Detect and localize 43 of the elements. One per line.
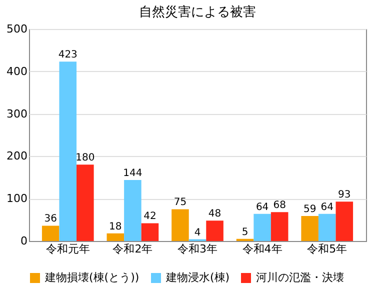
legend-label: 河川の氾濫・決壊 xyxy=(256,271,344,284)
data-label: 36 xyxy=(44,214,57,225)
bar xyxy=(124,180,142,241)
data-label: 64 xyxy=(320,202,334,213)
x-tick-label: 令和3年 xyxy=(178,242,218,256)
bar xyxy=(301,216,318,241)
data-label: 4 xyxy=(194,227,201,238)
bar xyxy=(318,214,336,241)
bar xyxy=(270,212,288,241)
data-label: 5 xyxy=(242,226,248,238)
x-tick-label: 令和5年 xyxy=(307,242,348,256)
bar xyxy=(336,202,354,241)
data-label: 144 xyxy=(123,168,142,179)
chart-title: 自然災害による被害 xyxy=(139,4,256,20)
bar xyxy=(59,62,77,241)
bar xyxy=(42,226,60,241)
data-label: 93 xyxy=(338,190,351,201)
y-tick-label: 400 xyxy=(6,64,28,78)
data-label: 48 xyxy=(208,208,222,220)
x-tick-label: 令和4年 xyxy=(242,242,282,256)
data-label: 18 xyxy=(109,221,122,232)
bar xyxy=(172,209,189,241)
y-tick-label: 500 xyxy=(6,22,28,36)
data-label: 68 xyxy=(273,200,286,212)
data-label: 42 xyxy=(144,211,156,222)
bar xyxy=(206,220,224,241)
y-tick-label: 100 xyxy=(6,192,28,206)
bar xyxy=(106,233,124,241)
legend-label: 建物損壊(棟(とう)) xyxy=(44,271,140,284)
bar xyxy=(76,164,94,241)
y-tick-label: 200 xyxy=(6,150,28,163)
bar xyxy=(141,223,159,241)
x-tick-label: 令和2年 xyxy=(112,242,153,256)
y-tick-label: 300 xyxy=(6,107,28,120)
data-label: 423 xyxy=(58,50,78,61)
legend-label: 建物浸水(棟) xyxy=(165,271,230,284)
y-tick-label: 0 xyxy=(20,234,28,248)
data-label: 64 xyxy=(256,202,269,213)
data-label: 180 xyxy=(76,152,95,164)
bar xyxy=(254,214,271,241)
x-tick-label: 令和元年 xyxy=(46,242,90,256)
data-label: 59 xyxy=(303,204,316,215)
data-label: 75 xyxy=(174,197,187,208)
